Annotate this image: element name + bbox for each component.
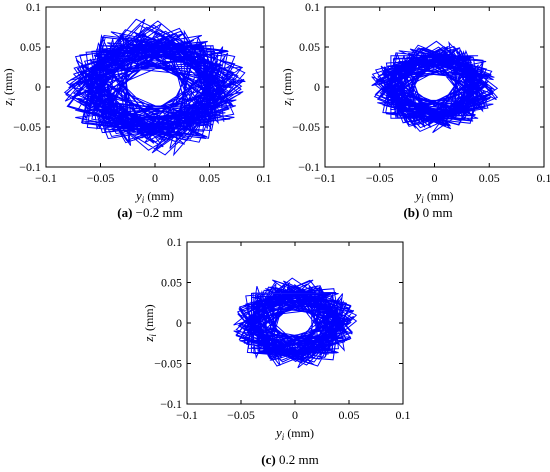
y-tick-label: 0 [314, 80, 320, 94]
orbit-trace [371, 40, 499, 134]
y-axis-label: zi (mm) [279, 68, 296, 106]
x-tick-label: 0.05 [199, 171, 220, 185]
panel-caption: (c) 0.2 mm [261, 452, 318, 467]
y-axis-label: zi (mm) [141, 304, 158, 342]
orbit-trace [63, 18, 246, 157]
x-axis-label: yi (mm) [274, 425, 314, 442]
chart-panel-1: −0.1 −0.05 0 0.05 0.1 0.1 0.05 0 −0.05 −0.1 yi (mm… [279, 0, 550, 220]
panel-caption: (b) 0 mm [403, 205, 452, 220]
y-tick-label: −0.1 [160, 397, 182, 411]
x-tick-label: −0.1 [176, 408, 198, 422]
x-tick-label: −0.1 [314, 171, 336, 185]
x-tick-label: 0.1 [396, 408, 411, 422]
y-tick-label: 0.1 [305, 0, 320, 14]
y-tick-label: 0 [176, 316, 182, 330]
y-tick-label: 0.05 [161, 276, 182, 290]
y-tick-label: −0.05 [292, 120, 320, 134]
plot-frame [186, 241, 404, 405]
y-tick-label: 0.05 [20, 40, 41, 54]
chart-panel-2: −0.1 −0.05 0 0.05 0.1 0.1 0.05 0 −0.05 −0.1 yi (mm… [141, 235, 411, 467]
y-tick-label: −0.05 [154, 357, 182, 371]
chart-panel-0: −0.1 −0.05 0 0.05 0.1 0.1 0.05 0 −0.05 −0.1 yi (mm… [0, 0, 272, 220]
y-tick-label: 0.1 [167, 235, 182, 249]
x-tick-label: −0.05 [227, 408, 255, 422]
y-tick-label: 0 [35, 80, 41, 94]
x-axis-label: yi (mm) [134, 188, 174, 205]
x-axis-label: yi (mm) [414, 188, 454, 205]
x-tick-label: 0.05 [339, 408, 360, 422]
y-tick-label: 0.05 [299, 40, 320, 54]
y-tick-label: −0.1 [298, 160, 320, 174]
orbit-trace [233, 277, 358, 369]
x-tick-label: 0 [292, 408, 298, 422]
x-tick-label: 0.05 [479, 171, 500, 185]
x-tick-label: −0.05 [87, 171, 115, 185]
plot-frame [324, 6, 545, 168]
x-tick-label: 0.1 [257, 171, 272, 185]
x-tick-label: 0 [152, 171, 158, 185]
y-tick-label: 0.1 [26, 0, 41, 14]
y-tick-label: −0.05 [13, 120, 41, 134]
panel-caption: (a) −0.2 mm [117, 205, 182, 220]
x-tick-label: 0 [432, 171, 438, 185]
x-tick-label: −0.05 [366, 171, 394, 185]
x-tick-label: 0.1 [537, 171, 550, 185]
y-tick-label: −0.1 [19, 160, 41, 174]
y-axis-label: zi (mm) [0, 68, 17, 106]
x-tick-label: −0.1 [35, 171, 57, 185]
